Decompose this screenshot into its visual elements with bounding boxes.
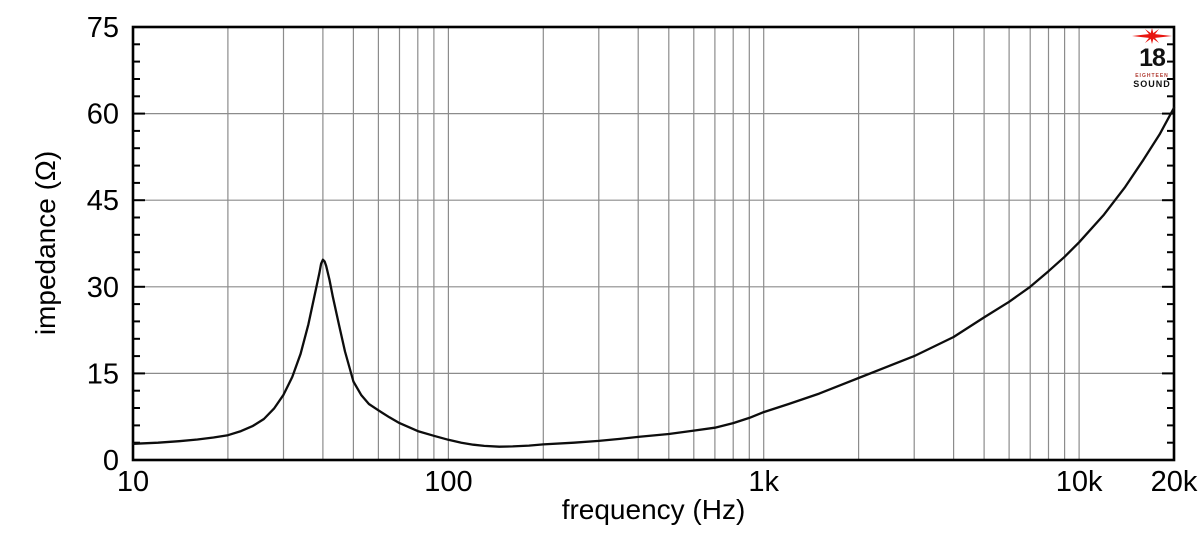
- logo-star-icon: [1132, 28, 1172, 44]
- y-tick-label: 60: [87, 99, 119, 131]
- x-tick-label: 1k: [748, 466, 779, 498]
- y-tick-label: 30: [87, 272, 119, 304]
- x-tick-label: 100: [424, 466, 472, 498]
- x-tick-label: 10k: [1056, 466, 1103, 498]
- logo-number: 18: [1139, 44, 1166, 72]
- y-tick-label: 0: [103, 445, 119, 477]
- eighteen-sound-logo: 18 EIGHTEEN SOUND: [1121, 27, 1183, 89]
- y-axis-title: impedance (Ω): [30, 150, 61, 336]
- y-tick-label: 75: [87, 12, 119, 44]
- x-tick-label: 20k: [1151, 466, 1198, 498]
- y-tick-label: 45: [87, 185, 119, 217]
- x-tick-label: 10: [117, 466, 149, 498]
- logo-brand-text: SOUND: [1133, 79, 1171, 89]
- plot-border: [131, 25, 1176, 462]
- y-tick-label: 15: [87, 358, 119, 390]
- x-axis-title: frequency (Hz): [561, 494, 746, 525]
- impedance-curve: [131, 106, 1176, 448]
- logo-brand-small-text: EIGHTEEN: [1135, 73, 1169, 79]
